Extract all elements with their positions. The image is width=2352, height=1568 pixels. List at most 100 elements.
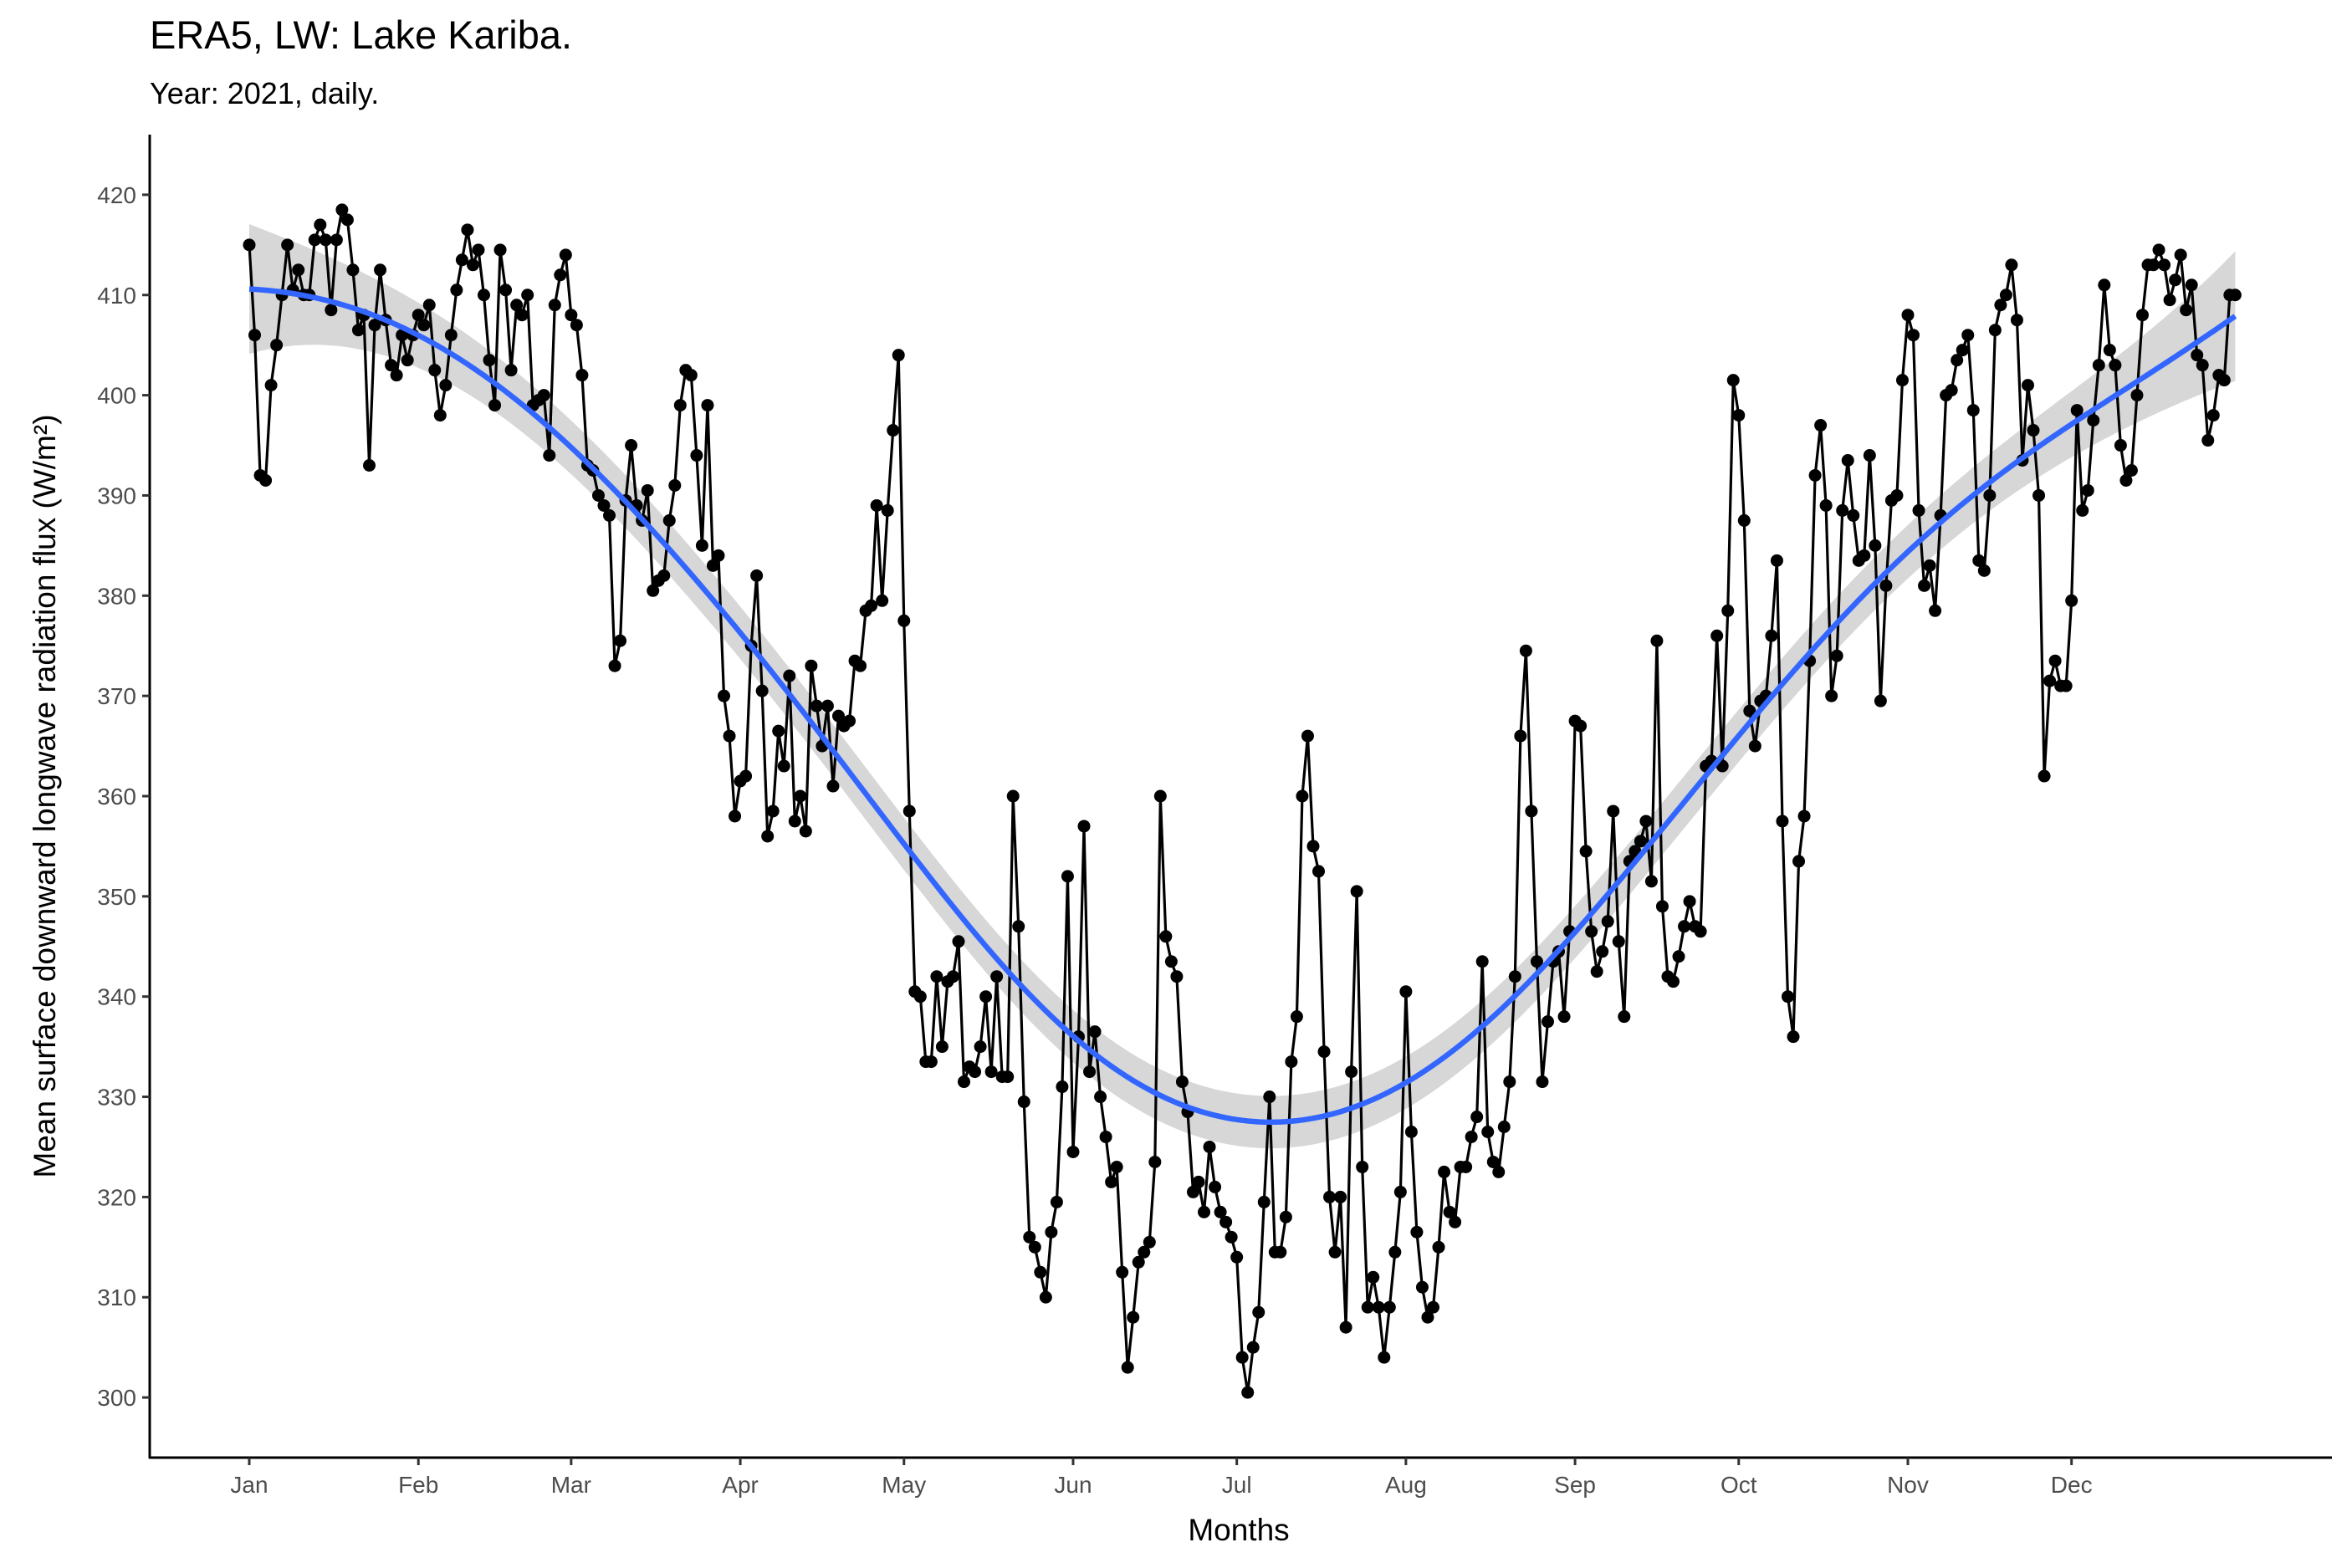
data-point bbox=[1410, 1225, 1424, 1239]
data-point bbox=[772, 724, 785, 738]
data-point bbox=[1050, 1195, 1063, 1208]
data-point bbox=[1726, 374, 1740, 387]
data-point bbox=[2185, 278, 2198, 292]
data-point bbox=[390, 369, 403, 382]
data-point bbox=[1748, 739, 1761, 753]
data-point bbox=[1088, 1025, 1102, 1039]
data-point bbox=[1639, 815, 1653, 828]
data-point bbox=[1274, 1245, 1287, 1259]
data-point bbox=[510, 299, 524, 312]
data-point bbox=[2201, 434, 2215, 447]
data-point bbox=[810, 699, 823, 712]
data-point bbox=[870, 498, 883, 512]
data-point bbox=[1770, 554, 1783, 567]
data-point bbox=[515, 309, 529, 322]
y-tick-label: 320 bbox=[97, 1184, 136, 1210]
data-point bbox=[1083, 1065, 1097, 1079]
data-point bbox=[1655, 900, 1669, 913]
data-point bbox=[777, 759, 790, 773]
data-point bbox=[1945, 384, 1958, 397]
x-tick-label: Mar bbox=[551, 1472, 591, 1498]
data-point bbox=[346, 263, 360, 277]
data-point bbox=[466, 258, 479, 272]
data-point bbox=[570, 319, 583, 332]
data-point bbox=[1721, 604, 1735, 617]
data-point bbox=[2048, 654, 2062, 667]
data-point bbox=[1449, 1215, 1462, 1228]
data-point bbox=[537, 389, 550, 402]
data-point bbox=[1999, 289, 2012, 302]
y-tick-label: 390 bbox=[97, 483, 136, 508]
x-tick-label: Dec bbox=[2051, 1472, 2093, 1498]
data-point bbox=[1034, 1265, 1047, 1279]
data-point bbox=[1863, 449, 1876, 462]
data-point bbox=[821, 699, 834, 712]
y-tick-label: 380 bbox=[97, 583, 136, 609]
data-point bbox=[591, 488, 605, 502]
data-point bbox=[521, 289, 534, 302]
data-point bbox=[2021, 379, 2034, 392]
data-point bbox=[1099, 1130, 1112, 1143]
data-point bbox=[1186, 1185, 1199, 1198]
data-point bbox=[1607, 804, 1620, 818]
data-point bbox=[444, 329, 458, 342]
data-point bbox=[1988, 324, 2002, 337]
data-point bbox=[1541, 1015, 1554, 1029]
data-point bbox=[1356, 1160, 1369, 1173]
data-point bbox=[979, 990, 993, 1004]
data-point bbox=[428, 364, 442, 377]
data-point bbox=[1966, 404, 1980, 417]
x-axis-label: Months bbox=[1188, 1513, 1289, 1547]
data-point bbox=[2114, 439, 2127, 452]
data-point bbox=[1465, 1130, 1478, 1143]
data-point bbox=[1508, 970, 1521, 983]
data-point bbox=[1110, 1160, 1123, 1173]
data-point bbox=[1579, 845, 1593, 858]
data-point bbox=[1209, 1180, 1222, 1193]
data-point bbox=[2147, 258, 2160, 272]
data-point bbox=[1694, 925, 1707, 938]
data-point bbox=[1056, 1080, 1069, 1094]
data-point bbox=[1039, 1290, 1052, 1304]
data-point bbox=[1525, 804, 1538, 818]
x-tick-label: Oct bbox=[1721, 1472, 1757, 1498]
data-point bbox=[1094, 1090, 1107, 1104]
data-point bbox=[396, 329, 409, 342]
chart-title: ERA5, LW: Lake Kariba. bbox=[150, 13, 572, 57]
data-point bbox=[1536, 1075, 1549, 1089]
data-point bbox=[1737, 513, 1751, 527]
series-line bbox=[248, 208, 2236, 1394]
data-point bbox=[1148, 1155, 1162, 1168]
x-tick-label: Nov bbox=[1887, 1472, 1929, 1498]
x-tick-label: Jan bbox=[230, 1472, 268, 1498]
data-point bbox=[1214, 1205, 1227, 1218]
data-point bbox=[1672, 950, 1685, 963]
y-tick-label: 330 bbox=[97, 1085, 136, 1111]
data-point bbox=[1819, 498, 1833, 512]
data-point bbox=[2119, 473, 2133, 487]
data-point bbox=[1164, 955, 1178, 968]
data-point bbox=[2098, 278, 2111, 292]
data-point bbox=[1912, 503, 1925, 517]
data-point bbox=[662, 513, 676, 527]
data-point bbox=[984, 1065, 998, 1079]
data-point bbox=[755, 684, 769, 697]
data-point bbox=[1841, 454, 1854, 467]
data-point bbox=[718, 689, 731, 702]
data-point bbox=[2124, 463, 2138, 477]
data-point bbox=[750, 569, 764, 582]
data-point bbox=[673, 399, 687, 412]
data-point bbox=[892, 349, 905, 362]
data-point bbox=[2059, 679, 2073, 692]
data-point bbox=[614, 634, 627, 647]
data-point bbox=[1858, 549, 1871, 562]
data-point bbox=[1644, 875, 1658, 888]
x-tick-label: Jun bbox=[1054, 1472, 1092, 1498]
data-point bbox=[1192, 1175, 1205, 1188]
confidence-band bbox=[249, 224, 2236, 1149]
data-point bbox=[946, 970, 959, 983]
data-point bbox=[1198, 1205, 1211, 1218]
data-point bbox=[1596, 945, 1609, 958]
data-point bbox=[1901, 309, 1915, 322]
